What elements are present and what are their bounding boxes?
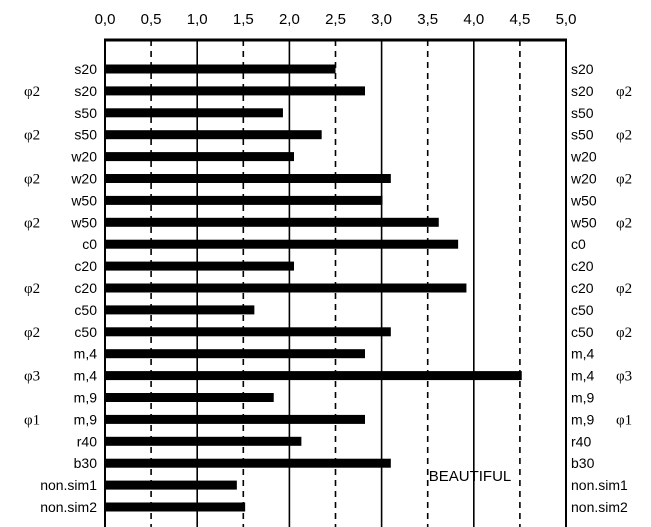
x-tick-label: 2,0: [279, 11, 300, 28]
bar: [105, 414, 366, 424]
phi-label-right: φ1: [616, 412, 632, 428]
annotation-text: BEAUTIFUL: [429, 468, 512, 485]
phi-label-left: φ2: [24, 172, 40, 188]
phi-label-right: φ3: [616, 369, 632, 385]
x-tick-label: 4,0: [463, 11, 484, 28]
category-label-left: m,4: [74, 346, 98, 362]
category-label-left: non.sim2: [40, 499, 97, 515]
phi-label-right: φ2: [616, 172, 632, 188]
bar: [105, 502, 246, 512]
category-label-right: c50: [571, 324, 594, 340]
bars: [105, 64, 522, 512]
category-label-right: m,9: [571, 411, 595, 427]
category-label-left: w50: [70, 192, 97, 208]
category-label-left: s50: [74, 105, 97, 121]
x-tick-label: 2,5: [325, 11, 346, 28]
category-label-left: c20: [74, 258, 97, 274]
category-label-left: c0: [82, 236, 97, 252]
bar: [105, 458, 391, 468]
bar: [105, 108, 283, 118]
category-label-left: r40: [77, 433, 97, 449]
category-label-right: m,4: [571, 346, 595, 362]
category-label-left: w50: [70, 214, 97, 230]
bar: [105, 217, 439, 227]
axes: [104, 38, 567, 527]
category-label-right: w50: [570, 192, 597, 208]
category-label-left: non.sim1: [40, 477, 97, 493]
category-label-right: w50: [570, 214, 597, 230]
bar: [105, 130, 322, 140]
category-label-left: c50: [74, 302, 97, 318]
category-label-left: m,9: [74, 411, 98, 427]
category-label-right: s50: [571, 105, 594, 121]
bar: [105, 64, 336, 74]
bar: [105, 436, 302, 446]
category-label-left: w20: [70, 171, 97, 187]
bar: [105, 195, 383, 205]
phi-label-left: φ2: [24, 325, 40, 341]
x-tick-label: 3,5: [417, 11, 438, 28]
x-tick-label: 4,5: [509, 11, 530, 28]
category-label-left: s20: [74, 83, 97, 99]
bar: [105, 480, 237, 490]
category-label-left: w20: [70, 149, 97, 165]
labels: 0,0 0,5 1,0 1,5 2,0 2,5 3,0 3,5 4,0 4,5 5,0 s20 s20 s…: [24, 11, 632, 515]
phi-label-left: φ2: [24, 281, 40, 297]
phi-label-right: φ2: [616, 84, 632, 100]
category-label-left: c20: [74, 280, 97, 296]
x-tick-label: 0,0: [95, 11, 116, 28]
bar: [105, 174, 391, 183]
category-label-left: c50: [74, 324, 97, 340]
category-label-right: s20: [571, 83, 594, 99]
category-label-right: non.sim2: [571, 499, 628, 515]
category-label-right: s50: [571, 127, 594, 143]
category-label-left: s50: [74, 127, 97, 143]
category-label-right: s20: [571, 61, 594, 77]
category-label-right: m,4: [571, 368, 595, 384]
category-label-right: b30: [571, 455, 595, 471]
category-label-right: c0: [571, 236, 586, 252]
bar: [105, 393, 274, 402]
phi-label-left: φ2: [24, 84, 40, 100]
phi-label-right: φ2: [616, 128, 632, 144]
bar: [105, 86, 366, 96]
bar: [105, 371, 522, 381]
category-label-right: non.sim1: [571, 477, 628, 493]
category-label-right: c20: [571, 258, 594, 274]
bar: [105, 349, 366, 359]
category-label-left: m,9: [74, 390, 98, 406]
category-label-left: s20: [74, 61, 97, 77]
phi-label-left: φ2: [24, 215, 40, 231]
x-tick-label: 0,5: [141, 11, 162, 28]
bar: [105, 239, 459, 249]
bar: [105, 283, 467, 293]
category-label-right: w20: [570, 149, 597, 165]
bar: [105, 305, 255, 315]
phi-label-left: φ1: [24, 412, 40, 428]
phi-label-right: φ2: [616, 325, 632, 341]
category-label-right: c50: [571, 302, 594, 318]
bar: [105, 261, 295, 271]
category-label-right: c20: [571, 280, 594, 296]
phi-label-left: φ3: [24, 369, 40, 385]
phi-label-right: φ2: [616, 215, 632, 231]
phi-label-left: φ2: [24, 128, 40, 144]
x-tick-label: 3,0: [371, 11, 392, 28]
category-label-left: b30: [74, 455, 98, 471]
category-label-left: m,4: [74, 368, 98, 384]
category-label-right: r40: [571, 433, 591, 449]
bar: [105, 152, 295, 162]
x-tick-label: 5,0: [556, 11, 577, 28]
category-label-right: m,9: [571, 390, 595, 406]
phi-label-right: φ2: [616, 281, 632, 297]
category-label-right: w20: [570, 171, 597, 187]
x-tick-label: 1,0: [187, 11, 208, 28]
bar: [105, 327, 391, 337]
x-tick-label: 1,5: [233, 11, 254, 28]
